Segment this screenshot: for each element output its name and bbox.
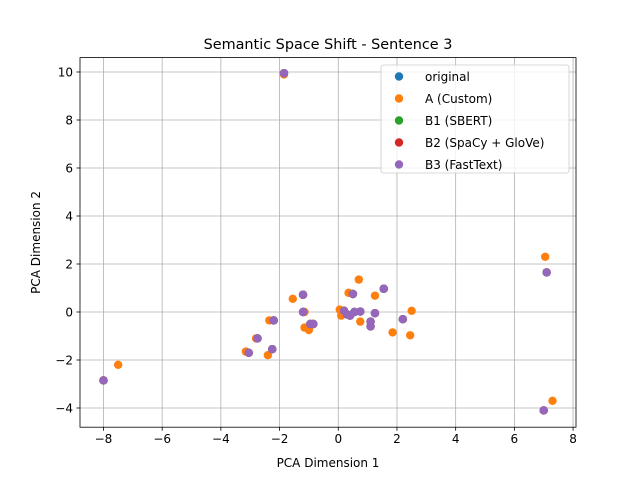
y-tick-label: 8 — [65, 113, 73, 127]
x-tick-label: 4 — [452, 432, 460, 446]
data-point — [398, 315, 408, 324]
data-point — [370, 291, 380, 300]
data-point — [263, 351, 273, 360]
data-point — [356, 317, 365, 326]
legend-marker — [394, 72, 404, 81]
legend-label: A (Custom) — [425, 92, 492, 106]
data-point — [298, 307, 308, 317]
data-point — [298, 290, 308, 299]
data-point — [253, 334, 262, 343]
y-tick-label: 10 — [58, 65, 73, 79]
data-point — [113, 360, 123, 369]
data-point — [244, 348, 253, 357]
data-point — [354, 275, 364, 284]
y-axis-label: PCA Dimension 2 — [29, 191, 43, 294]
legend-label: original — [425, 70, 470, 84]
x-tick-label: −4 — [212, 432, 230, 446]
x-tick-label: 0 — [334, 432, 342, 446]
y-tick-label: 2 — [65, 257, 73, 271]
data-point — [370, 309, 380, 318]
data-point — [539, 406, 548, 415]
x-tick-label: −2 — [271, 432, 289, 446]
plot-frame — [79, 57, 577, 428]
x-tick-label: −8 — [95, 432, 113, 446]
x-tick-label: 6 — [511, 432, 519, 446]
x-axis-label: PCA Dimension 1 — [277, 456, 380, 470]
y-tick-label: −4 — [55, 401, 73, 415]
x-tick-label: −6 — [153, 432, 171, 446]
legend-marker — [394, 94, 404, 103]
data-point — [348, 289, 358, 299]
y-tick-label: −2 — [55, 353, 73, 367]
x-tick-label: 2 — [393, 432, 401, 446]
y-tick-label: 0 — [65, 305, 73, 319]
data-point — [542, 268, 551, 277]
data-point — [356, 307, 365, 316]
data-points — [99, 69, 557, 415]
data-point — [366, 322, 375, 331]
chart-title: Semantic Space Shift - Sentence 3 — [204, 37, 453, 53]
legend-marker — [394, 160, 404, 169]
data-point — [288, 294, 297, 303]
legend: original A (Custom) B1 (SBERT) B2 (SpaCy + … — [380, 64, 570, 174]
data-point — [540, 252, 550, 261]
data-point — [309, 319, 318, 329]
legend-label: B3 (FastText) — [425, 158, 502, 172]
legend-box — [380, 64, 570, 174]
data-point — [548, 396, 557, 405]
y-axis-ticks: −4 −2 0 2 4 6 8 10 — [55, 65, 80, 415]
legend-label: B1 (SBERT) — [425, 114, 492, 128]
x-tick-label: 8 — [569, 432, 577, 446]
data-point — [379, 284, 388, 293]
legend-label: B2 (SpaCy + GloVe) — [425, 136, 544, 150]
data-point — [269, 316, 278, 325]
legend-marker — [394, 116, 404, 125]
data-point — [388, 328, 397, 337]
series-b3-fasttext — [99, 69, 551, 415]
y-tick-label: 4 — [65, 209, 73, 223]
data-point — [268, 345, 277, 354]
legend-marker — [394, 138, 404, 147]
data-point — [405, 331, 415, 340]
data-point — [407, 306, 416, 315]
y-tick-label: 6 — [65, 161, 73, 175]
data-point — [99, 376, 108, 385]
data-point — [279, 69, 289, 78]
x-axis-ticks: −8 −6 −4 −2 0 2 4 6 8 — [95, 427, 577, 446]
